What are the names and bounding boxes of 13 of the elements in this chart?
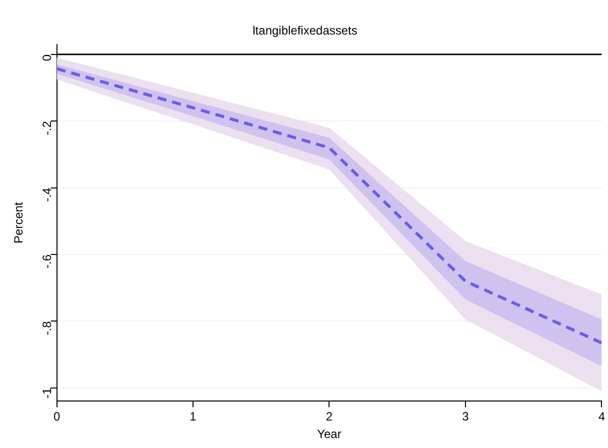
- chart-title: ltangiblefixedassets: [252, 24, 358, 38]
- y-axis-title: Percent: [12, 201, 26, 244]
- x-tick-label: 3: [462, 410, 470, 424]
- x-tick-label: 1: [190, 410, 197, 424]
- x-tick-label: 2: [326, 410, 333, 424]
- y-tick-label: -1: [40, 388, 54, 399]
- y-tick-label: -.8: [40, 320, 54, 336]
- y-tick-label: -.2: [40, 120, 54, 136]
- y-tick-label: 0: [40, 54, 54, 62]
- x-axis-title: Year: [317, 427, 342, 442]
- y-tick-label: -.6: [40, 254, 54, 268]
- x-tick-label: 4: [598, 410, 606, 424]
- y-tick-label: -.4: [40, 187, 54, 202]
